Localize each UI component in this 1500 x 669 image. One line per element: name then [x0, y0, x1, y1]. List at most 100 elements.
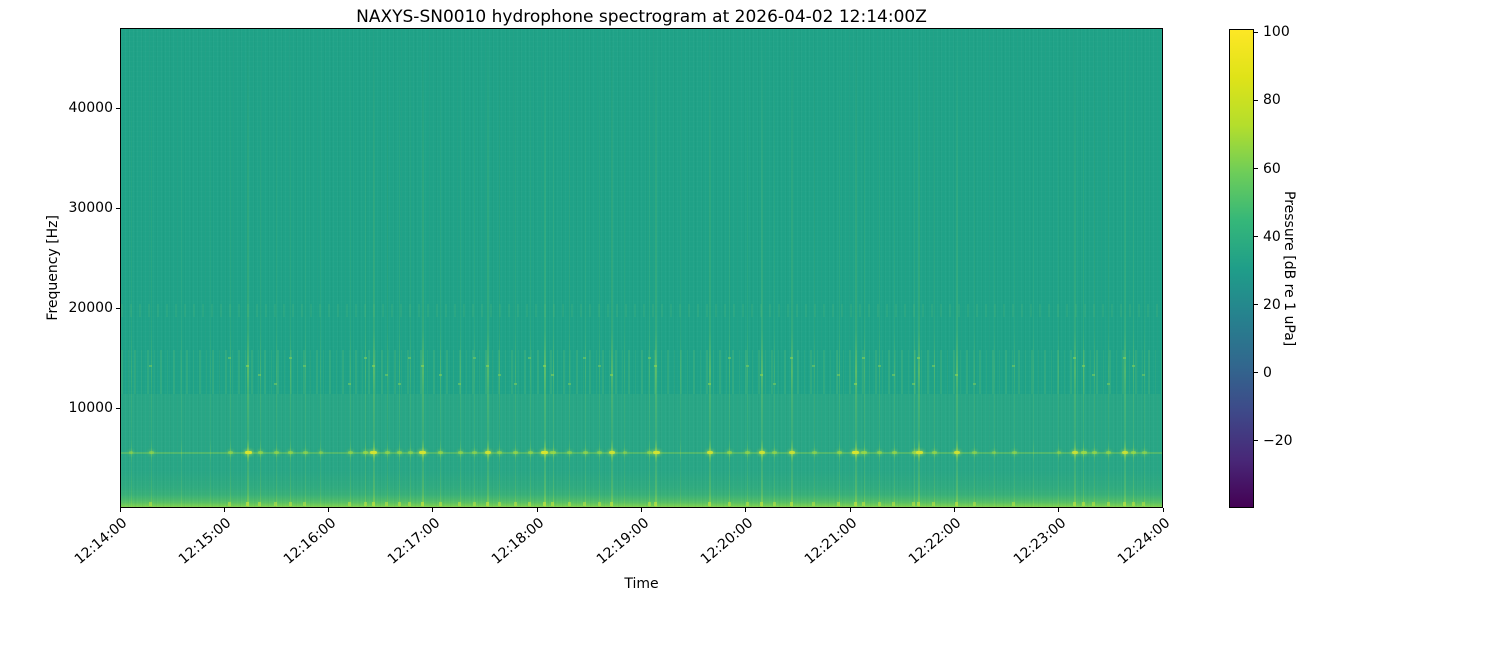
transient-streak — [913, 29, 915, 507]
colorbar-tick-label: −20 — [1263, 432, 1293, 449]
transient-streak — [655, 29, 658, 507]
tonal-dash — [597, 451, 603, 455]
transient-streak — [1058, 29, 1060, 507]
transient-streak — [709, 29, 712, 507]
transient-streak — [893, 29, 895, 507]
band-dash — [932, 365, 936, 368]
tonal-dash — [550, 451, 556, 455]
transient-streak — [933, 29, 935, 507]
transient-streak — [543, 29, 546, 507]
bottom-dash — [258, 502, 262, 506]
x-tick-mark — [745, 508, 747, 512]
tonal-dash — [302, 451, 308, 455]
colorbar-tick-label: 0 — [1263, 364, 1272, 381]
y-tick-mark — [116, 307, 120, 309]
tonal-dash — [513, 451, 519, 455]
bottom-dash — [371, 502, 375, 506]
transient-streak — [955, 29, 958, 507]
y-tick-label: 10000 — [68, 400, 113, 416]
tonal-dash — [972, 451, 978, 455]
transient-streak — [974, 29, 976, 507]
tonal-dash — [497, 451, 503, 455]
colorbar-tick-mark — [1254, 304, 1258, 306]
bottom-dash — [877, 502, 881, 506]
tonal-dash — [257, 451, 263, 455]
bottom-dash — [1081, 502, 1085, 506]
tonal-dash — [609, 451, 616, 455]
band-dash — [458, 382, 462, 385]
bottom-dash — [149, 502, 153, 506]
bottom-dash — [472, 502, 476, 506]
transient-streak — [747, 29, 749, 507]
band-dash — [397, 382, 401, 385]
transient-streak — [320, 29, 322, 507]
tonal-dash — [861, 451, 868, 455]
bottom-dash — [1142, 502, 1146, 506]
tonal-dash — [227, 451, 233, 455]
transient-streak — [918, 29, 921, 507]
band-dash — [408, 356, 412, 359]
bottom-dash — [497, 502, 501, 506]
transient-streak — [993, 29, 995, 507]
y-tick-label: 40000 — [68, 100, 113, 116]
band-dash — [597, 365, 601, 368]
bottom-dash — [228, 502, 232, 506]
transient-streak — [474, 29, 476, 507]
tonal-dash — [438, 451, 444, 455]
tonal-dash — [1091, 451, 1097, 455]
bottom-dash — [912, 502, 916, 506]
band-dash — [610, 374, 614, 377]
tonal-dash — [891, 451, 897, 455]
transient-streak — [130, 29, 132, 507]
colorbar-tick-label: 60 — [1263, 160, 1281, 177]
tonal-dash — [527, 451, 533, 455]
band-dash — [954, 374, 958, 377]
transient-streak — [774, 29, 776, 507]
transient-streak — [569, 29, 571, 507]
tonal-dash — [1011, 451, 1017, 455]
bottom-dash — [1122, 502, 1126, 506]
band-dash — [228, 356, 232, 359]
tonal-dash — [772, 451, 778, 455]
bottom-dash — [892, 502, 896, 506]
tonal-dash — [915, 451, 923, 455]
bottom-dash — [597, 502, 601, 506]
tonal-line — [121, 452, 1162, 455]
bottom-dash — [528, 502, 532, 506]
transient-streak — [290, 29, 292, 507]
y-tick-mark — [116, 207, 120, 209]
band-dash — [348, 382, 352, 385]
y-tick-label: 20000 — [68, 300, 113, 316]
bottom-dash — [772, 502, 776, 506]
tonal-dash — [397, 451, 403, 455]
transient-streak — [1013, 29, 1015, 507]
tonal-dash — [647, 451, 653, 455]
tonal-dash — [1056, 451, 1061, 455]
band-dash — [812, 365, 816, 368]
tonal-dash — [567, 451, 573, 455]
transient-streak — [649, 29, 651, 507]
colorbar-tick-mark — [1254, 236, 1258, 238]
transient-streak — [440, 29, 442, 507]
bottom-dash — [647, 502, 651, 506]
tonal-dash — [622, 451, 627, 455]
tonal-dash — [911, 451, 917, 455]
band-dash — [772, 382, 776, 385]
transient-streak — [1108, 29, 1110, 507]
bottom-dash — [274, 502, 278, 506]
tonal-dash — [273, 451, 279, 455]
tonal-dash — [1141, 451, 1147, 455]
band-dash — [708, 382, 712, 385]
band-dash — [497, 374, 501, 377]
bottom-dash — [790, 502, 794, 506]
colorbar-tick-label: 80 — [1263, 92, 1281, 109]
tonal-dash — [1071, 451, 1078, 455]
tonal-dash — [852, 451, 860, 455]
band-dash — [258, 374, 262, 377]
transient-streak — [879, 29, 881, 507]
band-dash — [727, 356, 731, 359]
bottom-dash — [458, 502, 462, 506]
tonal-dash — [148, 451, 154, 455]
band-dash — [288, 356, 292, 359]
x-tick-label: 12:14:00 — [71, 515, 131, 568]
